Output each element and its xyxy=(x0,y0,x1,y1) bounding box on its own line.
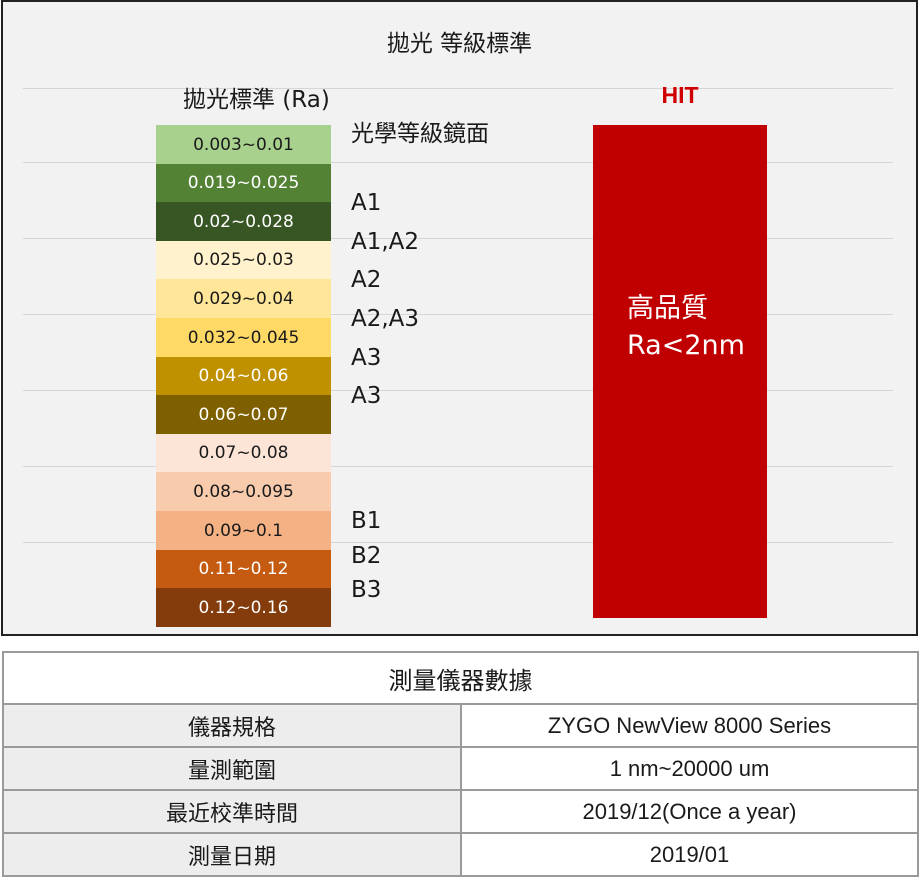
gridline xyxy=(23,314,893,315)
gridline xyxy=(23,238,893,239)
gridline xyxy=(23,88,893,89)
band-grade-label: B1 xyxy=(351,508,382,534)
band-range-label: 0.019~0.025 xyxy=(187,173,300,194)
table-value: ZYGO NewView 8000 Series xyxy=(460,703,919,748)
hit-quality-label: 高品質 xyxy=(627,293,708,324)
table-key: 測量日期 xyxy=(2,832,462,877)
scale-band: 0.06~0.07 xyxy=(156,395,331,435)
band-range-label: 0.003~0.01 xyxy=(193,134,294,155)
gridline xyxy=(23,466,893,467)
scale-band: 0.07~0.08 xyxy=(156,433,331,473)
band-grade-label: A1 xyxy=(351,190,382,217)
scale-band: 0.09~0.1 xyxy=(156,511,331,550)
scale-band: 0.019~0.025 xyxy=(156,163,331,203)
scale-band: 0.08~0.095 xyxy=(156,472,331,512)
table-value: 2019/12(Once a year) xyxy=(460,789,919,834)
table-value: 1 nm~20000 um xyxy=(460,746,919,791)
hit-ra-label: Ra<2nm xyxy=(627,330,745,361)
band-grade-label: A3 xyxy=(351,344,382,371)
table-value: 2019/01 xyxy=(460,832,919,877)
hit-bar xyxy=(593,125,767,618)
band-range-label: 0.08~0.095 xyxy=(193,481,294,502)
gridline xyxy=(23,542,893,543)
band-range-label: 0.029~0.04 xyxy=(193,288,294,309)
band-grade-label: A2,A3 xyxy=(351,306,420,332)
scale-band: 0.12~0.16 xyxy=(156,588,331,628)
chart-title: 拋光 等級標準 xyxy=(386,31,533,57)
table-row: 測量日期 2019/01 xyxy=(2,832,919,877)
band-range-label: 0.02~0.028 xyxy=(193,211,294,232)
gridline xyxy=(23,390,893,391)
band-range-label: 0.12~0.16 xyxy=(198,597,289,618)
table-row: 儀器規格 ZYGO NewView 8000 Series xyxy=(2,703,919,748)
band-range-label: 0.04~0.06 xyxy=(198,366,289,387)
band-grade-label: A2 xyxy=(351,267,382,294)
band-range-label: 0.11~0.12 xyxy=(198,559,289,580)
band-grade-label: B3 xyxy=(351,577,382,604)
measurement-table: 測量儀器數據 儀器規格 ZYGO NewView 8000 Series 量測範… xyxy=(2,651,919,877)
optical-grade-label: 光學等級鏡面 xyxy=(351,121,489,147)
scale-band: 0.032~0.045 xyxy=(156,318,331,357)
band-range-label: 0.032~0.045 xyxy=(187,327,300,348)
hit-label: HIT xyxy=(661,82,699,108)
band-range-label: 0.025~0.03 xyxy=(193,250,294,271)
band-grade-label: A3 xyxy=(351,383,382,410)
scale-band: 0.003~0.01 xyxy=(156,125,331,164)
band-grade-label: B2 xyxy=(351,542,382,569)
table-key: 最近校準時間 xyxy=(2,789,462,834)
scale-band: 0.11~0.12 xyxy=(156,549,331,589)
band-range-label: 0.09~0.1 xyxy=(203,520,284,541)
band-range-label: 0.06~0.07 xyxy=(198,404,289,425)
table-key: 儀器規格 xyxy=(2,703,462,748)
scale-band: 0.04~0.06 xyxy=(156,356,331,396)
table-row: 最近校準時間 2019/12(Once a year) xyxy=(2,789,919,834)
band-range-label: 0.07~0.08 xyxy=(198,443,289,464)
polish-scale-heading: 拋光標準 (Ra) xyxy=(183,87,330,113)
scale-band: 0.025~0.03 xyxy=(156,240,331,280)
band-grade-label: A1,A2 xyxy=(351,228,420,255)
scale-band: 0.02~0.028 xyxy=(156,202,331,242)
table-key: 量測範圍 xyxy=(2,746,462,791)
table-header: 測量儀器數據 xyxy=(2,651,919,705)
chart-panel: 拋光 等級標準 拋光標準 (Ra) HIT 光學等級鏡面 0.003~0.01 0… xyxy=(1,0,918,636)
gridline xyxy=(23,162,893,163)
hit-quality-text: 高品質 Ra<2nm xyxy=(627,290,745,364)
table-row: 量測範圍 1 nm~20000 um xyxy=(2,746,919,791)
scale-band: 0.029~0.04 xyxy=(156,279,331,319)
